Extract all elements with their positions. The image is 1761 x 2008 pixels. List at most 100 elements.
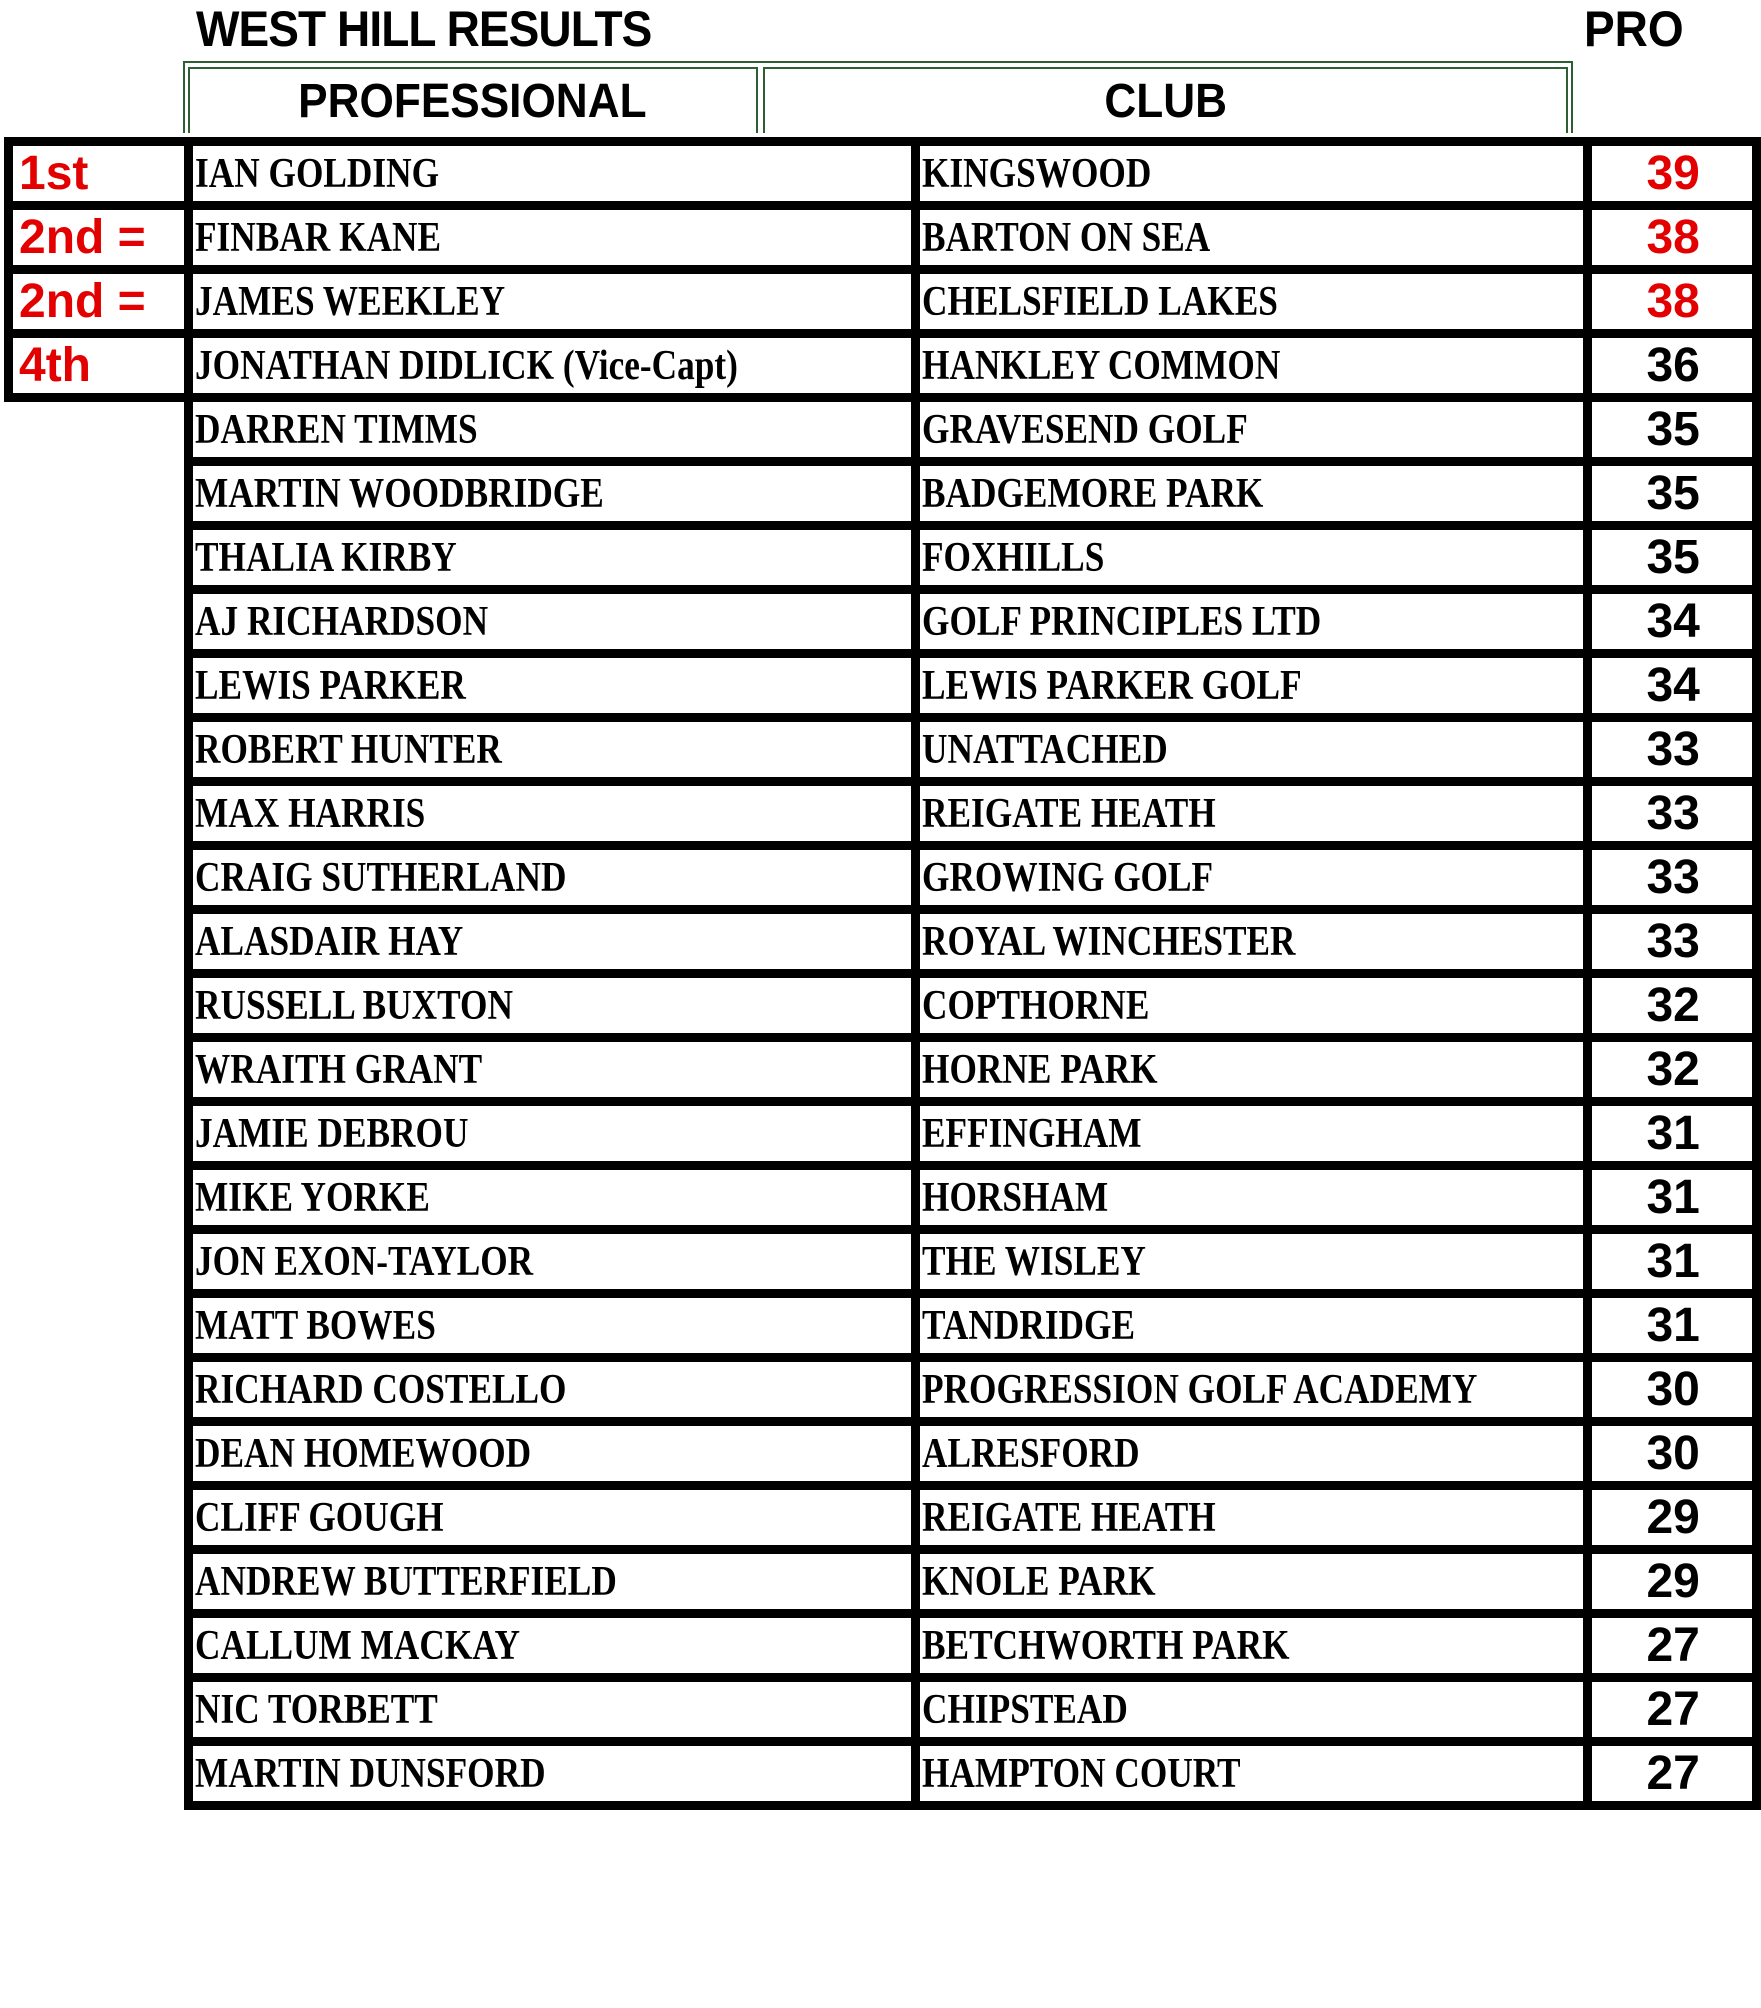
table-row: ROBERT HUNTER UNATTACHED 33	[9, 713, 1761, 786]
table-row: 2nd = FINBAR KANE BARTON ON SEA 38	[4, 201, 1761, 274]
name-cell: THALIA KIRBY	[183, 521, 921, 594]
professional-name: JONATHAN DIDLICK (Vice-Capt)	[194, 342, 738, 389]
club-name: REIGATE HEATH	[922, 1494, 1216, 1541]
score-cell: 38	[1583, 265, 1761, 338]
score-cell: 29	[1583, 1481, 1761, 1554]
professional-name: MARTIN DUNSFORD	[194, 1750, 546, 1797]
club-cell: ROYAL WINCHESTER	[911, 905, 1593, 978]
name-cell: FINBAR KANE	[183, 201, 921, 274]
club-cell: UNATTACHED	[911, 713, 1593, 786]
score-cell: 33	[1583, 841, 1761, 914]
name-cell: JAMES WEEKLEY	[183, 265, 921, 338]
rank-cell	[9, 1486, 189, 1550]
club-name: BARTON ON SEA	[922, 214, 1211, 261]
score-cell: 30	[1583, 1417, 1761, 1490]
score-cell: 32	[1583, 1033, 1761, 1106]
club-name: FOXHILLS	[922, 534, 1105, 581]
table-row: 1st IAN GOLDING KINGSWOOD 39	[4, 137, 1761, 210]
table-row: ALASDAIR HAY ROYAL WINCHESTER 33	[9, 905, 1761, 978]
rank-cell	[9, 654, 189, 718]
name-cell: CRAIG SUTHERLAND	[183, 841, 921, 914]
club-name: HORNE PARK	[922, 1046, 1158, 1093]
name-cell: RUSSELL BUXTON	[183, 969, 921, 1042]
club-name: HAMPTON COURT	[922, 1750, 1241, 1797]
professional-name: DEAN HOMEWOOD	[194, 1430, 531, 1477]
name-cell: CLIFF GOUGH	[183, 1481, 921, 1554]
club-cell: GOLF PRINCIPLES LTD	[911, 585, 1593, 658]
name-cell: MARTIN DUNSFORD	[183, 1737, 921, 1810]
score-cell: 27	[1583, 1673, 1761, 1746]
rank-cell	[9, 1550, 189, 1614]
table-row: MATT BOWES TANDRIDGE 31	[9, 1289, 1761, 1362]
name-cell: AJ RICHARDSON	[183, 585, 921, 658]
club-cell: HANKLEY COMMON	[911, 329, 1593, 402]
score-cell: 27	[1583, 1609, 1761, 1682]
table-row: WRAITH GRANT HORNE PARK 32	[9, 1033, 1761, 1106]
score-cell: 38	[1583, 201, 1761, 274]
table-row: DARREN TIMMS GRAVESEND GOLF 35	[9, 393, 1761, 466]
name-cell: ROBERT HUNTER	[183, 713, 921, 786]
professional-name: ALASDAIR HAY	[194, 918, 464, 965]
club-name: THE WISLEY	[922, 1238, 1147, 1285]
rank-cell	[9, 1742, 189, 1806]
club-name: GRAVESEND GOLF	[922, 406, 1248, 453]
table-row: THALIA KIRBY FOXHILLS 35	[9, 521, 1761, 594]
table-row: MIKE YORKE HORSHAM 31	[9, 1161, 1761, 1234]
score-cell: 33	[1583, 905, 1761, 978]
club-cell: KNOLE PARK	[911, 1545, 1593, 1618]
table-row: JON EXON-TAYLOR THE WISLEY 31	[9, 1225, 1761, 1298]
club-cell: REIGATE HEATH	[911, 1481, 1593, 1554]
table-row: 2nd = JAMES WEEKLEY CHELSFIELD LAKES 38	[4, 265, 1761, 338]
score-cell: 31	[1583, 1289, 1761, 1362]
professional-name: MIKE YORKE	[194, 1174, 430, 1221]
score-cell: 36	[1583, 329, 1761, 402]
name-cell: ANDREW BUTTERFIELD	[183, 1545, 921, 1618]
professional-name: NIC TORBETT	[194, 1686, 438, 1733]
club-cell: BARTON ON SEA	[911, 201, 1593, 274]
professional-name: MARTIN WOODBRIDGE	[194, 470, 604, 517]
club-cell: LEWIS PARKER GOLF	[911, 649, 1593, 722]
rank-cell: 2nd =	[4, 201, 193, 274]
club-name: GROWING GOLF	[922, 854, 1214, 901]
club-name: PROGRESSION GOLF ACADEMY	[922, 1366, 1478, 1413]
club-cell: KINGSWOOD	[911, 137, 1593, 210]
rank-cell	[9, 590, 189, 654]
club-name: UNATTACHED	[922, 726, 1168, 773]
club-name: HORSHAM	[922, 1174, 1109, 1221]
name-cell: MARTIN WOODBRIDGE	[183, 457, 921, 530]
club-name: HANKLEY COMMON	[922, 342, 1281, 389]
score-cell: 35	[1583, 457, 1761, 530]
professional-name: JON EXON-TAYLOR	[194, 1238, 533, 1285]
professional-name: CALLUM MACKAY	[194, 1622, 520, 1669]
professional-name: RUSSELL BUXTON	[194, 982, 513, 1029]
club-name: EFFINGHAM	[922, 1110, 1142, 1157]
name-cell: MAX HARRIS	[183, 777, 921, 850]
table-row: CRAIG SUTHERLAND GROWING GOLF 33	[9, 841, 1761, 914]
club-cell: THE WISLEY	[911, 1225, 1593, 1298]
club-name: ALRESFORD	[922, 1430, 1140, 1477]
club-name: REIGATE HEATH	[922, 790, 1216, 837]
rank-cell	[9, 1422, 189, 1486]
professional-name: JAMES WEEKLEY	[194, 278, 505, 325]
club-cell: REIGATE HEATH	[911, 777, 1593, 850]
rank-cell	[9, 526, 189, 590]
name-cell: MATT BOWES	[183, 1289, 921, 1362]
score-cell: 33	[1583, 777, 1761, 850]
club-cell: FOXHILLS	[911, 521, 1593, 594]
score-cell: 31	[1583, 1161, 1761, 1234]
score-cell: 30	[1583, 1353, 1761, 1426]
rank-cell	[9, 1678, 189, 1742]
name-cell: JON EXON-TAYLOR	[183, 1225, 921, 1298]
club-cell: GRAVESEND GOLF	[911, 393, 1593, 466]
club-cell: BADGEMORE PARK	[911, 457, 1593, 530]
header-professional-label: PROFESSIONAL	[298, 74, 647, 128]
score-cell: 32	[1583, 969, 1761, 1042]
professional-name: DARREN TIMMS	[194, 406, 478, 453]
table-row: CLIFF GOUGH REIGATE HEATH 29	[9, 1481, 1761, 1554]
table-row: DEAN HOMEWOOD ALRESFORD 30	[9, 1417, 1761, 1490]
header-club: CLUB	[762, 67, 1568, 133]
club-name: ROYAL WINCHESTER	[922, 918, 1296, 965]
name-cell: ALASDAIR HAY	[183, 905, 921, 978]
club-cell: EFFINGHAM	[911, 1097, 1593, 1170]
club-name: KNOLE PARK	[922, 1558, 1156, 1605]
